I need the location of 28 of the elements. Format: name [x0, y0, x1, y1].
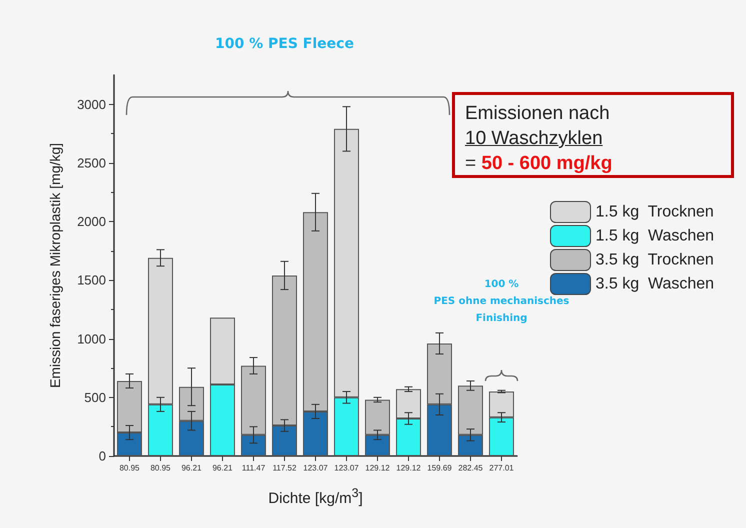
legend-label: 1.5 kg Trocknen — [596, 204, 714, 220]
x-tick-label: 129.12 — [365, 464, 390, 472]
x-tick-label: 123.07 — [303, 464, 328, 472]
text: 100 % PES Fleece — [214, 36, 355, 52]
y-tick-label: 2000 — [77, 214, 106, 230]
x-tick-label: 80.95 — [150, 464, 172, 472]
x-axis-title: Dichte [kg/m$^{3}$] — [267, 486, 364, 507]
x-tick-label: 282.45 — [458, 464, 484, 472]
y-tick-label: 1000 — [77, 331, 106, 346]
x-tick-label: 129.12 — [396, 464, 422, 472]
x-tick-label: 159.69 — [427, 464, 452, 472]
x-tick-label: 96.21 — [212, 464, 234, 472]
y-tick-label: 3000 — [77, 96, 106, 112]
x-tick-label: 111.47 — [242, 464, 266, 472]
y-tick-label: 2500 — [77, 155, 106, 170]
y-tick-label: 0 — [98, 448, 106, 464]
legend-label: 1.5 kg Waschen — [596, 228, 714, 244]
x-tick-label: 123.07 — [334, 464, 360, 472]
y-tick-label: 1500 — [77, 272, 106, 288]
legend-label: 3.5 kg Trocknen — [596, 252, 714, 268]
x-tick-label: 277.01 — [489, 464, 514, 472]
legend-label: 3.5 kg Waschen — [596, 276, 714, 292]
x-tick-label: 117.52 — [272, 464, 297, 472]
y-tick-label: 500 — [84, 390, 106, 405]
x-tick-label: 80.95 — [119, 464, 140, 472]
annotation: Emissionen nach 10 Waschzyklen = 50 - 600 mg/kg — [465, 102, 614, 174]
y-axis-title: Emission faseriges Mikroplastik [mg/kg] — [47, 142, 63, 388]
x-tick-label: 96.21 — [181, 464, 202, 472]
